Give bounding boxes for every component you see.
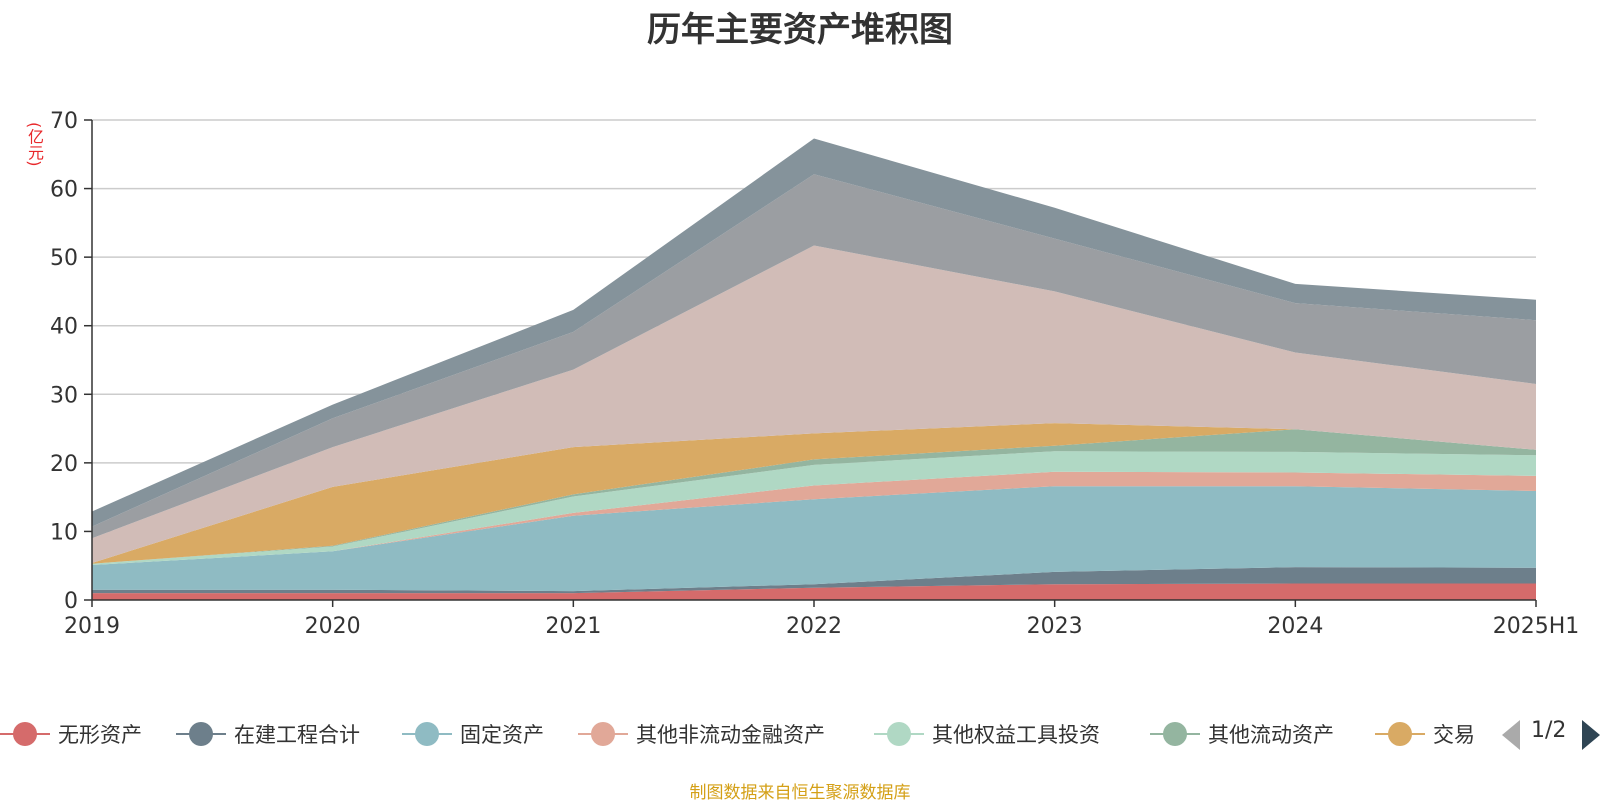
- legend-prev-page-icon[interactable]: [1502, 720, 1520, 750]
- y-tick-label: 60: [50, 178, 78, 203]
- x-tick-label: 2019: [64, 614, 120, 639]
- area-series: [92, 138, 1536, 600]
- area-series-2: [92, 567, 1536, 594]
- legend-marker-icon: [402, 720, 452, 748]
- legend-item[interactable]: 固定资产: [402, 718, 544, 750]
- legend-marker-icon: [1150, 720, 1200, 748]
- legend-label: 固定资产: [460, 723, 544, 747]
- y-tick-label: 70: [50, 109, 78, 134]
- chart-title: 历年主要资产堆积图: [647, 10, 953, 50]
- y-tick-label: 10: [50, 520, 78, 545]
- legend-next-page-icon[interactable]: [1582, 720, 1600, 750]
- legend-marker-icon: [578, 720, 628, 748]
- legend-marker-icon: [176, 720, 226, 748]
- x-tick-label: 2022: [786, 614, 842, 639]
- area-series-7: [92, 423, 1536, 564]
- legend-marker-icon: [0, 720, 50, 748]
- legend-label: 无形资产: [58, 723, 142, 747]
- y-tick-label: 20: [50, 452, 78, 477]
- x-tick-label: 2025H1: [1493, 614, 1580, 639]
- legend-item[interactable]: 其他非流动金融资产: [578, 718, 825, 750]
- area-series-3: [92, 486, 1536, 592]
- axes: 0 10 20 30 40 50 60 70 2019 2020 2021 2022 2023 2024 2…: [50, 109, 1579, 639]
- x-tick-label: 2023: [1027, 614, 1083, 639]
- y-axis-unit-label: (亿元): [25, 122, 44, 167]
- legend-item[interactable]: 其他权益工具投资: [874, 718, 1100, 750]
- legend-label: 在建工程合计: [234, 723, 360, 747]
- legend-label: 交易: [1433, 723, 1475, 747]
- data-source-note: 制图数据来自恒生聚源数据库: [689, 783, 911, 803]
- legend-item[interactable]: 在建工程合计: [176, 718, 360, 750]
- legend-label: 其他权益工具投资: [932, 723, 1100, 747]
- legend-item[interactable]: 交易: [1375, 718, 1475, 750]
- legend-item[interactable]: 其他流动资产: [1150, 718, 1334, 750]
- x-tick-label: 2020: [305, 614, 361, 639]
- x-tick-label: 2024: [1267, 614, 1323, 639]
- area-series-5: [92, 451, 1536, 565]
- legend-marker-icon: [874, 720, 924, 748]
- x-tick-label: 2021: [545, 614, 601, 639]
- y-tick-label: 0: [64, 589, 78, 614]
- area-series-6: [92, 429, 1536, 564]
- legend-item[interactable]: 无形资产: [0, 718, 142, 750]
- y-tick-label: 50: [50, 246, 78, 271]
- area-series-4: [92, 471, 1536, 565]
- stacked-area-chart: 0 10 20 30 40 50 60 70 2019 2020 2021 2022 2023 2024 2…: [50, 109, 1579, 639]
- y-tick-label: 40: [50, 315, 78, 340]
- legend-label: 其他流动资产: [1208, 723, 1334, 747]
- legend: 无形资产 在建工程合计 固定资产 其他非流动金融资产 其他权益工具投资 其他流动资产 交易: [0, 718, 1600, 754]
- legend-label: 其他非流动金融资产: [636, 723, 825, 747]
- legend-marker-icon: [1375, 720, 1425, 748]
- y-tick-label: 30: [50, 383, 78, 408]
- area-series-1: [92, 583, 1536, 600]
- area-series-8: [92, 245, 1536, 563]
- legend-page-indicator: 1/2: [1531, 718, 1567, 743]
